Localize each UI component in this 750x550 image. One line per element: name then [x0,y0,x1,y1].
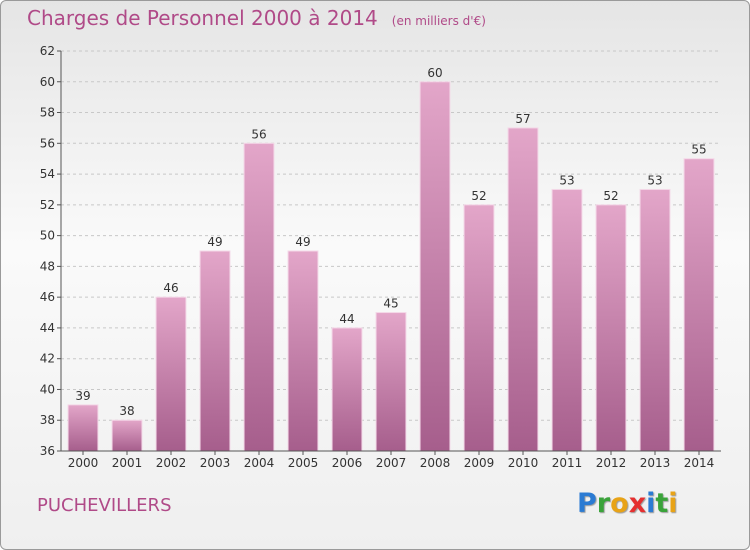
bars: 39 38 46 49 56 49 44 45 60 52 57 53 52 53 55 [67,66,715,452]
y-tick-label: 52 [40,198,55,212]
chart-title: Charges de Personnel 2000 à 2014 (en mill… [27,6,486,30]
x-tick-label: 2014 [684,456,715,470]
x-tick-label: 2000 [68,456,99,470]
bar-2005 [287,250,319,452]
bar-2013 [639,188,671,452]
data-label: 38 [119,404,134,418]
y-tick-label: 48 [40,259,55,273]
logo-letter: i [646,488,656,519]
bar-2004 [243,142,275,452]
x-tick-label: 2011 [552,456,583,470]
bar-2007 [375,312,407,452]
y-tick-label: 42 [40,352,55,366]
logo-letter: t [655,488,669,519]
data-label: 49 [207,235,222,249]
logo-letter: x [628,488,647,519]
data-label: 45 [383,297,398,311]
x-tick-label: 2006 [332,456,363,470]
x-tick-label: 2013 [640,456,671,470]
logo-letter: o [610,488,629,519]
y-tick-label: 44 [40,321,55,335]
place-name: PUCHEVILLERS [37,495,172,516]
logo-letter: i [668,488,678,519]
y-tick-label: 56 [40,136,55,150]
data-label: 46 [163,281,178,295]
x-tick-label: 2002 [156,456,187,470]
chart-title-text: Charges de Personnel 2000 à 2014 [27,6,378,30]
chart-subtitle: (en milliers d'€) [391,14,486,28]
data-label: 44 [339,312,354,326]
bar-2008 [419,81,451,452]
bar-2011 [551,188,583,452]
x-tick-label: 2005 [288,456,319,470]
y-tick-label: 38 [40,413,55,427]
data-label: 53 [647,173,662,187]
bar-2009 [463,204,495,452]
y-tick-label: 58 [40,106,55,120]
logo-letter: P [577,488,597,519]
bar-2006 [331,327,363,452]
data-label: 39 [75,389,90,403]
bar-2003 [199,250,231,452]
x-tick-label: 2010 [508,456,539,470]
x-tick-label: 2007 [376,456,407,470]
x-tick-label: 2004 [244,456,275,470]
proxiti-logo: Proxiti [577,488,678,519]
y-tick-label: 36 [40,444,55,458]
bar-2002 [155,296,187,452]
y-tick-label: 40 [40,382,55,396]
data-label: 57 [515,112,530,126]
y-tick-label: 50 [40,229,55,243]
x-tick-label: 2001 [112,456,143,470]
y-tick-label: 54 [40,167,55,181]
y-tick-label: 60 [40,75,55,89]
logo-letter: r [596,488,611,519]
x-tick-label: 2008 [420,456,451,470]
data-label: 49 [295,235,310,249]
data-label: 53 [559,173,574,187]
data-label: 56 [251,127,266,141]
axes: 36 38 40 42 44 46 48 50 52 54 56 58 60 62 2000 2001 2002… [40,44,721,470]
x-tick-label: 2009 [464,456,495,470]
data-label: 60 [427,66,442,80]
bar-2000 [67,404,99,452]
data-label: 52 [603,189,618,203]
x-tick-label: 2012 [596,456,627,470]
data-label: 55 [691,143,706,157]
y-tick-label: 46 [40,290,55,304]
data-label: 52 [471,189,486,203]
bar-2014 [683,158,715,452]
bar-2012 [595,204,627,452]
bar-2001 [111,419,143,452]
bar-2010 [507,127,539,452]
x-tick-label: 2003 [200,456,231,470]
y-tick-label: 62 [40,44,55,58]
